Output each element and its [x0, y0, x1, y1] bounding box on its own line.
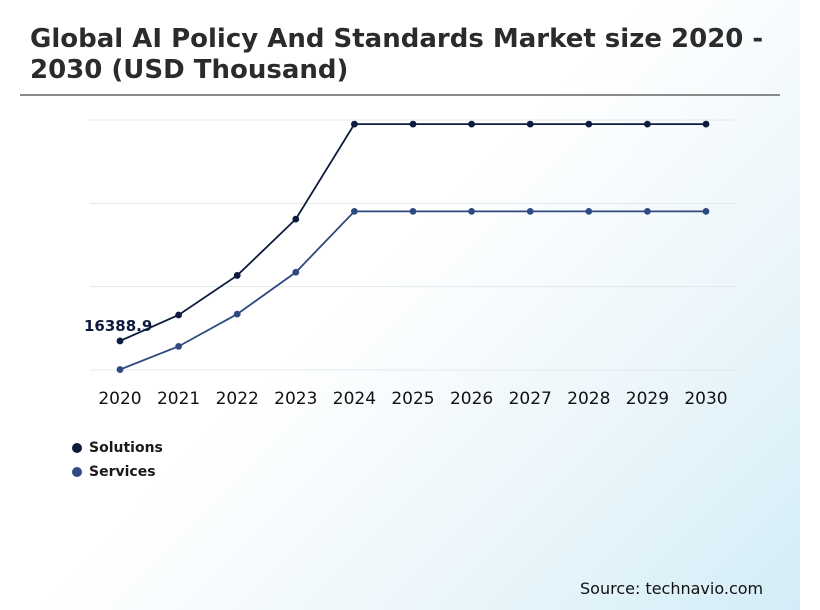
legend-marker-solutions — [72, 443, 82, 453]
data-point-solutions-2027 — [526, 120, 534, 128]
data-point-services-2027 — [526, 207, 534, 215]
data-point-services-2030 — [702, 207, 710, 215]
data-point-solutions-2029 — [644, 120, 651, 128]
data-point-services-2029 — [644, 207, 651, 215]
data-point-solutions-2026 — [468, 120, 475, 128]
data-point-services-2024 — [351, 207, 358, 215]
x-tick-label-2029: 2029 — [626, 389, 669, 409]
data-point-solutions-2021 — [175, 311, 183, 319]
data-point-services-2026 — [468, 207, 475, 215]
data-point-solutions-2030 — [702, 120, 710, 128]
legend-label-services: Services — [89, 464, 156, 480]
data-point-services-2021 — [175, 342, 183, 350]
x-tick-label-2022: 2022 — [216, 389, 259, 409]
data-point-services-2028 — [585, 207, 593, 215]
data-point-solutions-2025 — [409, 120, 417, 128]
data-point-solutions-2020 — [116, 337, 124, 345]
x-tick-label-2021: 2021 — [157, 389, 200, 409]
data-point-solutions-2024 — [351, 120, 358, 128]
legend-label-solutions: Solutions — [89, 440, 163, 456]
x-tick-label-2024: 2024 — [333, 389, 376, 409]
chart-page: Global AI Policy And Standards Market si… — [0, 0, 800, 610]
chart-legend: Solutions Services — [72, 436, 163, 484]
data-point-solutions-2023 — [292, 215, 300, 223]
x-tick-label-2030: 2030 — [684, 389, 727, 409]
legend-item-services: Services — [72, 460, 163, 484]
data-point-services-2022 — [233, 310, 241, 318]
x-tick-label-2020: 2020 — [98, 389, 141, 409]
title-divider — [20, 94, 780, 96]
data-point-solutions-2028 — [585, 120, 593, 128]
legend-marker-services — [72, 467, 82, 477]
x-tick-label-2028: 2028 — [567, 389, 610, 409]
x-tick-label-2027: 2027 — [509, 389, 552, 409]
data-label-solutions-2020: 16388.9 — [84, 317, 152, 335]
legend-item-solutions: Solutions — [72, 436, 163, 460]
series-line-services — [119, 210, 706, 371]
data-point-services-2020 — [116, 366, 124, 373]
series-line-solutions — [119, 123, 706, 342]
chart-title: Global AI Policy And Standards Market si… — [30, 24, 764, 85]
source-credit: Source: technavio.com — [580, 579, 764, 598]
x-tick-label-2025: 2025 — [391, 389, 434, 409]
data-point-services-2025 — [409, 207, 417, 215]
data-point-solutions-2022 — [233, 272, 241, 279]
data-point-services-2023 — [292, 268, 300, 276]
line-chart: 2020 2021 2022 2023 2024 2025 2026 2027 2028 2029… — [84, 119, 736, 409]
x-tick-label-2026: 2026 — [450, 389, 493, 409]
x-tick-label-2023: 2023 — [274, 389, 317, 409]
